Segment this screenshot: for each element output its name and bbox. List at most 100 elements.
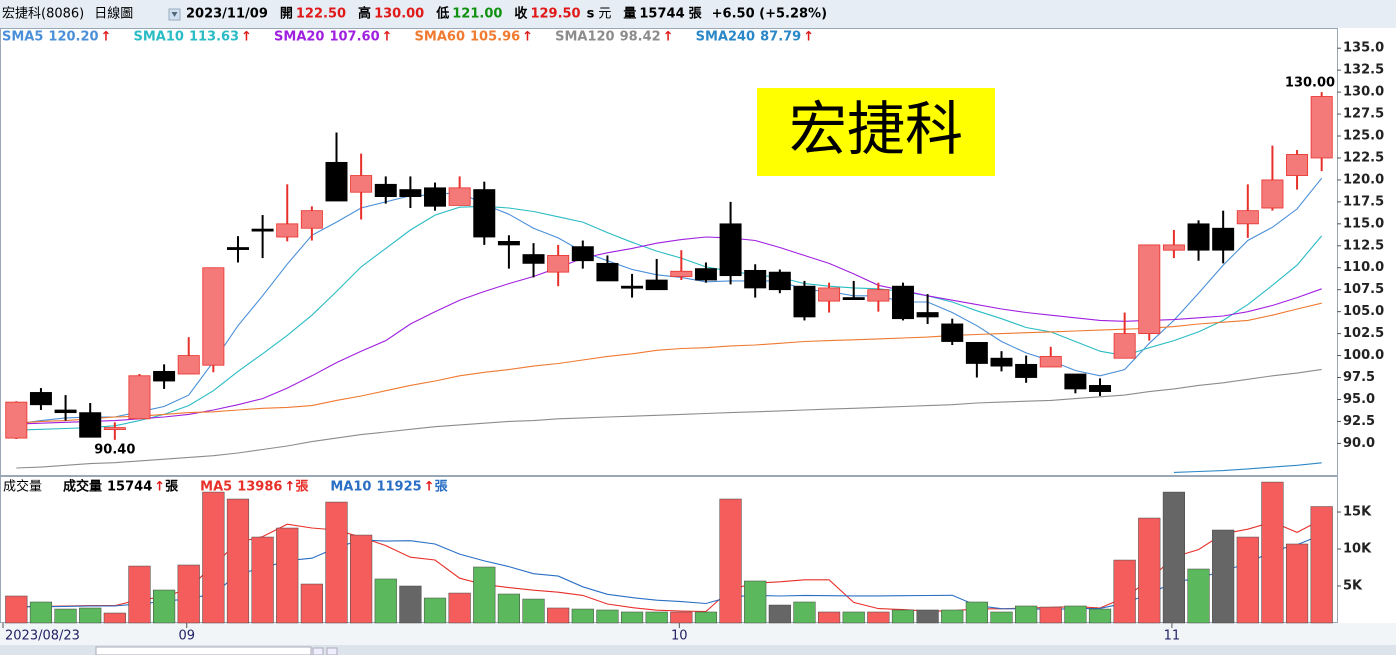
legend-value: 13986	[237, 480, 282, 495]
candle-body	[325, 161, 348, 202]
volume-bar	[620, 611, 644, 624]
volume-bar	[571, 608, 594, 624]
candle-body	[497, 241, 520, 246]
volume-bar	[473, 566, 496, 624]
sma-line	[16, 236, 1322, 425]
y-tick-label: 135.0	[1343, 41, 1384, 56]
y-tick-label: 5K	[1343, 579, 1363, 594]
x-tick-label: 09	[178, 629, 195, 644]
legend-trend: ↑	[382, 30, 393, 45]
candle-body	[1236, 210, 1259, 225]
candle-body	[768, 271, 791, 291]
volume-bar	[744, 580, 767, 624]
volume-bar	[153, 589, 176, 624]
change: +6.50 (+5.28%)	[712, 7, 827, 22]
price-panel	[0, 28, 1338, 476]
legend-name: SMA240	[696, 30, 756, 45]
volume-bar	[694, 611, 718, 624]
candle-body	[350, 175, 373, 193]
currency: 元	[598, 7, 611, 22]
volume-bar	[645, 611, 668, 624]
candle-body	[300, 210, 323, 229]
candle-body	[153, 370, 176, 382]
legend-name: MA5	[200, 480, 232, 495]
high-value: 130.00	[374, 7, 424, 22]
y-tick-label: 117.5	[1343, 194, 1384, 209]
volume-bar	[670, 611, 693, 624]
volume-bar	[300, 583, 323, 624]
candle-body	[719, 223, 742, 277]
legend-name: SMA20	[274, 30, 324, 45]
volume-bar	[522, 598, 545, 624]
candle-body	[399, 189, 422, 198]
candle-body	[128, 375, 151, 420]
candle-body	[1138, 244, 1161, 335]
candle-body	[596, 262, 619, 282]
volume-bar	[1162, 491, 1185, 624]
legend-trend: ↑	[663, 30, 674, 45]
candle-body	[867, 289, 890, 302]
volume-bar	[1236, 536, 1259, 624]
legend-value: 120.20	[48, 30, 98, 45]
candle-body	[448, 187, 471, 206]
volume-bar	[793, 601, 816, 624]
candle-body	[29, 392, 52, 406]
y-tick-label: 97.5	[1343, 370, 1375, 385]
volume-bar	[547, 607, 570, 624]
volume-bar	[1039, 606, 1062, 624]
y-tick-label: 130.0	[1343, 85, 1384, 100]
candle-body	[941, 323, 964, 342]
y-tick-label: 127.5	[1343, 107, 1384, 122]
volume-bar	[251, 536, 274, 624]
legend-name: SMA10	[133, 30, 183, 45]
volume-bar	[1310, 506, 1333, 624]
title-box	[757, 88, 995, 176]
candle-body	[1064, 373, 1087, 390]
candle-body	[842, 297, 865, 301]
volume-bar	[497, 593, 520, 624]
candle-body	[1310, 96, 1333, 159]
open-label: 開	[280, 7, 293, 22]
open-value: 122.50	[296, 7, 346, 22]
scroll-thumb[interactable]	[95, 646, 312, 655]
volume-bar	[350, 534, 373, 624]
legend-value: 87.79	[760, 30, 801, 45]
y-tick-label: 107.5	[1343, 282, 1384, 297]
volume-unit: 張	[689, 7, 703, 22]
sma-line	[16, 205, 1323, 431]
candle-body	[79, 412, 102, 438]
volume-bar	[965, 601, 988, 624]
candle-body	[694, 268, 717, 281]
y-tick-label: 122.5	[1343, 150, 1384, 165]
volume-bar	[867, 611, 890, 624]
header-bar	[0, 0, 1396, 28]
candle-body	[276, 223, 299, 238]
volume-bar	[423, 597, 447, 624]
volume-title: 成交量	[3, 479, 42, 495]
date: 2023/11/09	[186, 7, 268, 22]
candle-body	[891, 285, 914, 320]
candle-body	[1162, 244, 1185, 251]
y-tick-label: 15K	[1343, 505, 1372, 520]
candle-body	[202, 267, 225, 366]
period: 日線圖	[94, 6, 133, 22]
legend-trend: ↑	[522, 30, 533, 45]
y-tick-label: 90.0	[1343, 436, 1375, 451]
high-label: 高	[358, 6, 371, 22]
y-tick-label: 95.0	[1343, 392, 1375, 407]
candle-body	[374, 183, 397, 198]
volume-bar	[226, 498, 250, 624]
candle-body	[990, 357, 1013, 367]
volume-bar	[842, 611, 865, 624]
legend-unit: 張	[165, 480, 179, 495]
volume-bar	[768, 604, 791, 624]
x-tick-label: 11	[1164, 629, 1181, 644]
scrollbar[interactable]	[0, 645, 1396, 655]
legend-value: 105.96	[470, 30, 520, 45]
scroll-button[interactable]	[312, 647, 324, 655]
volume-bar	[719, 498, 742, 624]
volume-bar	[79, 607, 102, 624]
candle-body	[424, 187, 447, 207]
scroll-button[interactable]	[326, 647, 338, 655]
